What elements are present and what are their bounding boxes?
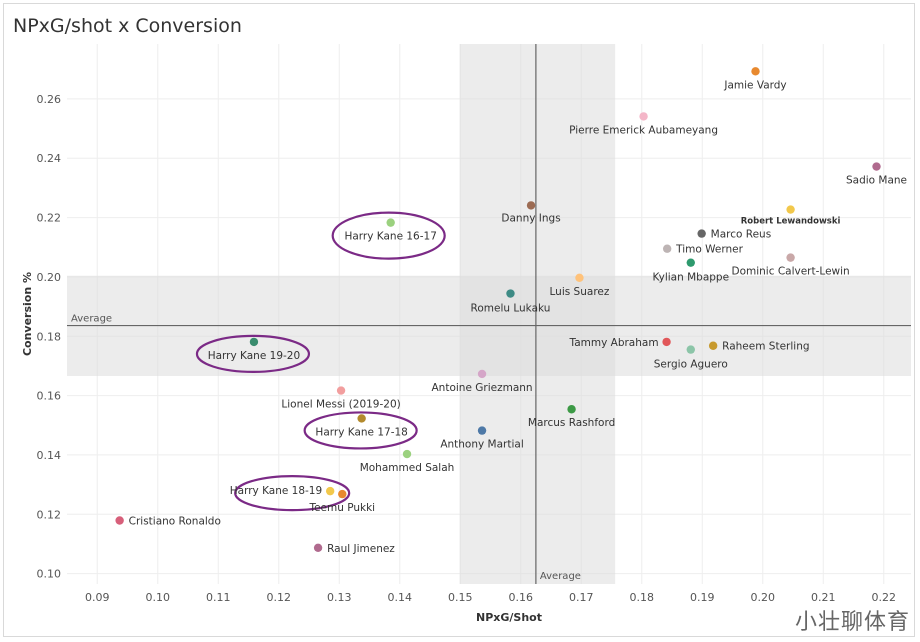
data-point — [357, 414, 366, 423]
x-tick-label: 0.15 — [448, 591, 473, 604]
x-average-label: Average — [540, 571, 581, 582]
highlight-ring — [195, 334, 311, 373]
data-point — [662, 244, 672, 253]
y-tick-label: 0.20 — [37, 271, 62, 284]
data-point — [313, 543, 323, 553]
highlight-ring — [303, 411, 418, 450]
point-label: Danny Ings — [501, 212, 560, 224]
point-label: Marco Reus — [711, 229, 772, 241]
y-tick-label: 0.16 — [37, 390, 62, 403]
point-label: Marcus Rashford — [528, 417, 615, 429]
point-label: Romelu Lukaku — [471, 303, 551, 315]
data-point — [567, 405, 576, 414]
data-point — [575, 273, 584, 283]
point-label: Teemu Pukki — [308, 502, 375, 514]
y-tick-label: 0.12 — [37, 508, 62, 521]
point-label: Harry Kane 18-19 — [230, 485, 322, 497]
data-point — [477, 426, 487, 435]
x-tick-label: 0.14 — [388, 591, 413, 604]
highlight-ring — [234, 475, 351, 512]
data-point — [786, 205, 795, 214]
point-label: Harry Kane 19-20 — [208, 350, 300, 362]
point-label: Dominic Calvert-Lewin — [731, 266, 849, 278]
data-point — [786, 253, 795, 262]
y-axis: 0.10 0.12 0.14 0.16 0.18 0.20 0.22 0.24 0.26 — [37, 93, 62, 581]
y-tick-label: 0.18 — [37, 330, 62, 343]
point-label: Cristiano Ronaldo — [129, 516, 221, 528]
x-tick-label: 0.18 — [630, 591, 655, 604]
point-label: Sergio Aguero — [654, 359, 728, 371]
data-point — [708, 341, 718, 350]
x-tick-label: 0.16 — [509, 591, 534, 604]
x-tick-label: 0.10 — [146, 591, 171, 604]
y-tick-label: 0.24 — [37, 152, 62, 165]
data-point — [751, 67, 760, 76]
point-label: Luis Suarez — [550, 286, 610, 298]
data-point — [639, 112, 648, 121]
highlight-ring — [331, 211, 446, 260]
data-point — [872, 162, 881, 171]
data-point — [249, 337, 259, 347]
point-labels: Jamie Vardy Pierre Emerick Aubameyang Sadi… — [129, 79, 907, 555]
point-label: Lionel Messi (2019-20) — [281, 399, 400, 411]
data-point — [477, 369, 487, 379]
data-point — [697, 229, 706, 238]
point-label: Jamie Vardy — [723, 79, 786, 91]
y-tick-label: 0.26 — [37, 93, 62, 106]
point-label: Sadio Mane — [846, 175, 907, 187]
point-label: Pierre Emerick Aubameyang — [569, 124, 718, 136]
y-tick-label: 0.14 — [37, 449, 62, 462]
x-tick-label: 0.12 — [267, 591, 292, 604]
point-label: Anthony Martial — [440, 439, 523, 451]
data-points — [115, 67, 881, 553]
point-label: Robert Lewandowski — [741, 217, 841, 227]
x-tick-label: 0.22 — [872, 591, 897, 604]
x-tick-label: 0.13 — [327, 591, 352, 604]
data-point — [325, 486, 335, 496]
highlight-rings — [195, 211, 446, 512]
data-point — [338, 489, 347, 499]
data-point — [662, 337, 671, 347]
x-tick-label: 0.19 — [690, 591, 715, 604]
data-point — [686, 258, 695, 267]
chart-title: NPxG/shot x Conversion — [13, 15, 242, 37]
data-point — [386, 218, 395, 227]
data-point — [686, 345, 695, 354]
data-point — [115, 516, 124, 525]
point-label: Tammy Abraham — [569, 337, 659, 349]
y-tick-label: 0.10 — [37, 568, 62, 581]
y-axis-title: Conversion % — [21, 272, 34, 356]
data-point — [506, 289, 515, 298]
y-average-label: Average — [71, 314, 112, 325]
point-label: Mohammed Salah — [360, 462, 455, 474]
y-tick-label: 0.22 — [37, 212, 62, 225]
x-tick-label: 0.17 — [569, 591, 594, 604]
point-label: Harry Kane 17-18 — [315, 426, 407, 438]
point-label: Timo Werner — [675, 244, 743, 256]
average-lines: Average Average — [67, 44, 911, 584]
point-label: Harry Kane 16-17 — [344, 231, 436, 243]
chart-frame — [3, 3, 915, 637]
x-tick-label: 0.20 — [751, 591, 776, 604]
x-axis-title: NPxG/Shot — [476, 611, 542, 624]
point-label: Raheem Sterling — [722, 341, 809, 353]
x-tick-label: 0.09 — [85, 591, 110, 604]
point-label: Kylian Mbappe — [653, 272, 730, 284]
x-tick-label: 0.11 — [206, 591, 231, 604]
data-point — [336, 386, 346, 395]
x-tick-label: 0.21 — [811, 591, 836, 604]
point-label: Antoine Griezmann — [432, 382, 533, 394]
watermark: 小壮聊体育 — [794, 610, 910, 635]
point-label: Raul Jimenez — [327, 543, 395, 555]
data-point — [526, 201, 536, 210]
x-axis: 0.09 0.10 0.11 0.12 0.13 0.14 0.15 0.16 0.17 0.18… — [85, 591, 896, 604]
data-point — [402, 449, 412, 459]
